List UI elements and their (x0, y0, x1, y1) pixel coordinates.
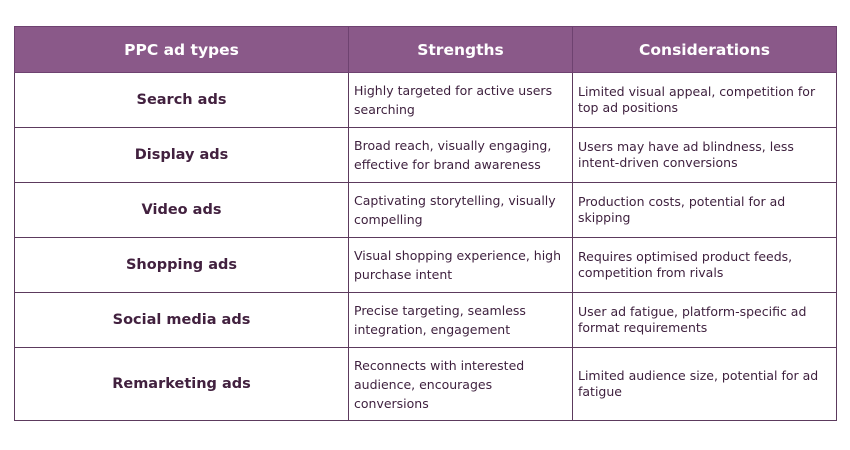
table-row: Video ads Captivating storytelling, visu… (14, 182, 837, 238)
strengths-cell: Captivating storytelling, visually compe… (348, 182, 573, 238)
strengths-cell: Highly targeted for active users searchi… (348, 72, 573, 128)
strengths-cell: Reconnects with interested audience, enc… (348, 347, 573, 421)
table-row: Social media ads Precise targeting, seam… (14, 292, 837, 348)
table-header: PPC ad types Strengths Considerations (14, 26, 837, 73)
ad-type-cell: Social media ads (14, 292, 349, 348)
considerations-cell: Users may have ad blindness, less intent… (572, 127, 837, 183)
table-row: Remarketing ads Reconnects with interest… (14, 347, 837, 421)
ppc-ad-types-table: PPC ad types Strengths Considerations Se… (14, 26, 837, 421)
considerations-cell: Limited visual appeal, competition for t… (572, 72, 837, 128)
header-considerations: Considerations (572, 26, 837, 73)
table-row: Shopping ads Visual shopping experience,… (14, 237, 837, 293)
strengths-cell: Broad reach, visually engaging, effectiv… (348, 127, 573, 183)
ad-type-cell: Video ads (14, 182, 349, 238)
table-body: Search ads Highly targeted for active us… (14, 72, 837, 421)
table-row: Search ads Highly targeted for active us… (14, 72, 837, 128)
strengths-cell: Precise targeting, seamless integration,… (348, 292, 573, 348)
table-row: Display ads Broad reach, visually engagi… (14, 127, 837, 183)
considerations-cell: Production costs, potential for ad skipp… (572, 182, 837, 238)
header-ppc-ad-types: PPC ad types (14, 26, 349, 73)
ad-type-cell: Shopping ads (14, 237, 349, 293)
ad-type-cell: Display ads (14, 127, 349, 183)
header-strengths: Strengths (348, 26, 573, 73)
strengths-cell: Visual shopping experience, high purchas… (348, 237, 573, 293)
considerations-cell: Limited audience size, potential for ad … (572, 347, 837, 421)
ad-type-cell: Remarketing ads (14, 347, 349, 421)
considerations-cell: User ad fatigue, platform-specific ad fo… (572, 292, 837, 348)
ad-type-cell: Search ads (14, 72, 349, 128)
considerations-cell: Requires optimised product feeds, compet… (572, 237, 837, 293)
header-row: PPC ad types Strengths Considerations (14, 26, 837, 73)
